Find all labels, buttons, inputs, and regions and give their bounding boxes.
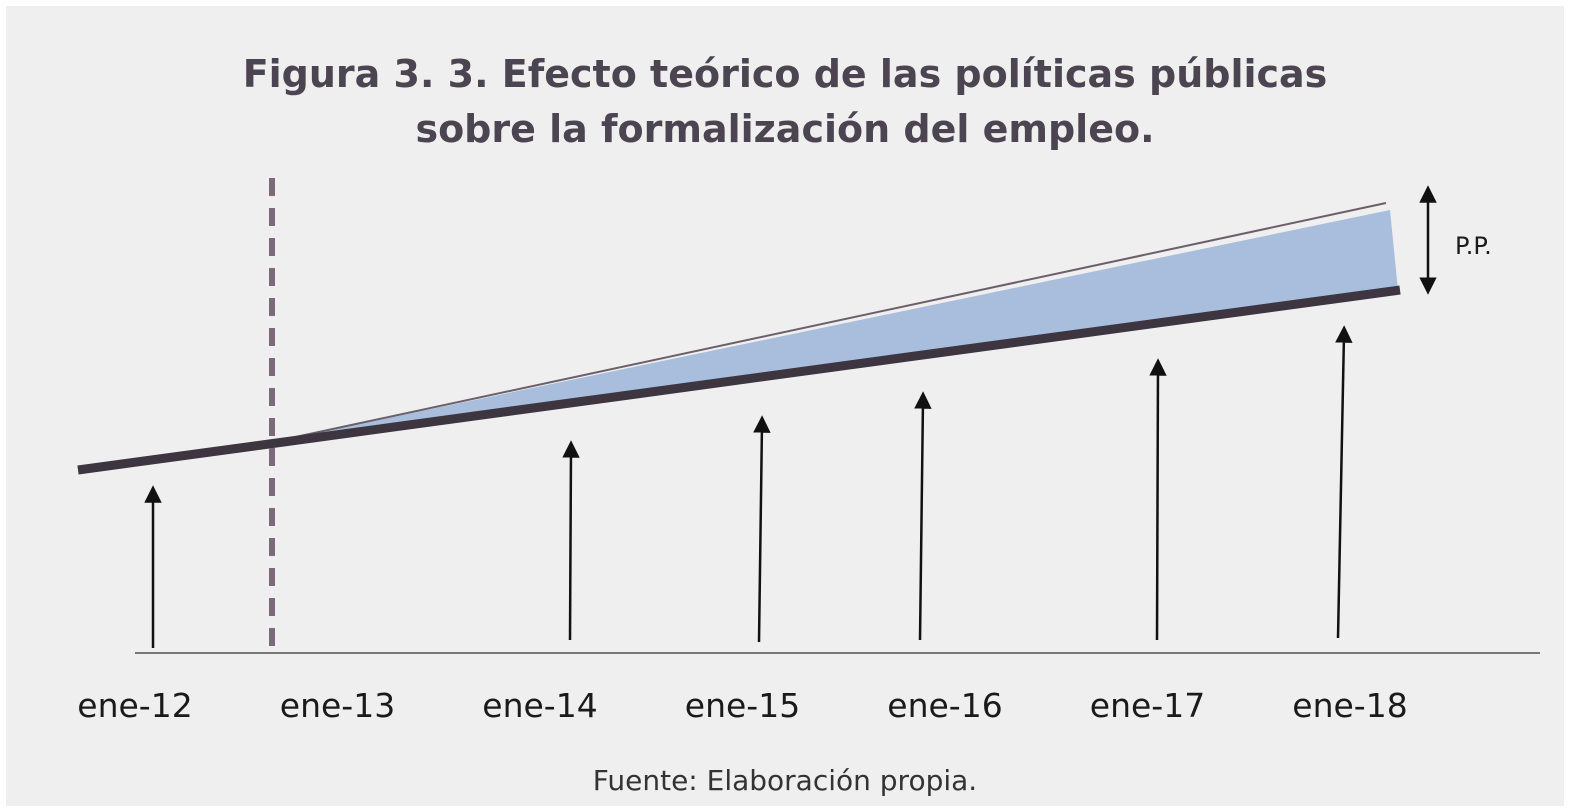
x-label: ene-14 [482, 686, 597, 725]
x-labels: ene-12 ene-13 ene-14 ene-15 ene-16 ene-17 ene-… [77, 686, 1407, 725]
title-line: Figura 3. 3. Efecto teórico de las polít… [243, 52, 1328, 96]
with-policy-line [271, 202, 1387, 443]
background [6, 6, 1564, 806]
title-line: sobre la formalización del empleo. [415, 107, 1154, 151]
arrows [144, 325, 1353, 648]
x-label: ene-13 [280, 686, 395, 725]
source: Fuente: Elaboración propia. [593, 764, 977, 797]
baseline-trend [77, 285, 1401, 475]
policy-effect-area [272, 210, 1398, 442]
arrow [562, 440, 580, 641]
gap-label: P.P. [1455, 232, 1492, 260]
x-label: ene-18 [1292, 686, 1407, 725]
arrow [1335, 325, 1353, 639]
x-label: ene-17 [1090, 686, 1205, 725]
x-label: ene-15 [685, 686, 800, 725]
arrow [1149, 358, 1167, 641]
x-label: ene-16 [887, 686, 1002, 725]
arrow [753, 415, 771, 643]
arrow [914, 391, 932, 641]
x-label: ene-12 [77, 686, 192, 725]
